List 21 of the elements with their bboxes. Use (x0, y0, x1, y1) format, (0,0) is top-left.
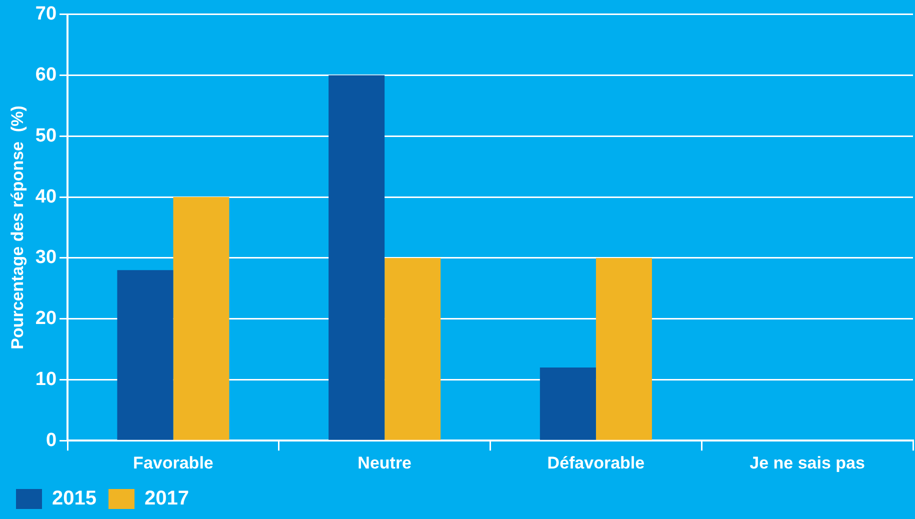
bar (328, 75, 385, 440)
y-tick-label: 60 (35, 64, 57, 86)
bar (173, 197, 230, 440)
y-tick-label: 40 (35, 186, 57, 208)
bar (384, 258, 441, 440)
y-tick-label: 20 (35, 308, 57, 330)
y-tick-label: 30 (35, 247, 57, 268)
legend-label: 2015 (52, 488, 96, 510)
y-tick-label: 10 (35, 368, 57, 390)
y-tick-label: 50 (35, 125, 57, 146)
bar (117, 270, 174, 440)
y-axis-title: Pourcentage des réponse (%) (8, 106, 27, 350)
y-tick-label: 70 (35, 4, 57, 25)
legend-label: 2017 (144, 488, 189, 510)
y-tick-label: 0 (46, 430, 57, 451)
x-tick-label: Je ne sais pas (750, 453, 865, 472)
x-tick-label: Défavorable (547, 453, 645, 472)
x-tick-label: Favorable (133, 453, 214, 472)
bar (596, 258, 652, 440)
x-tick-label: Neutre (358, 453, 412, 472)
bar (540, 368, 596, 440)
